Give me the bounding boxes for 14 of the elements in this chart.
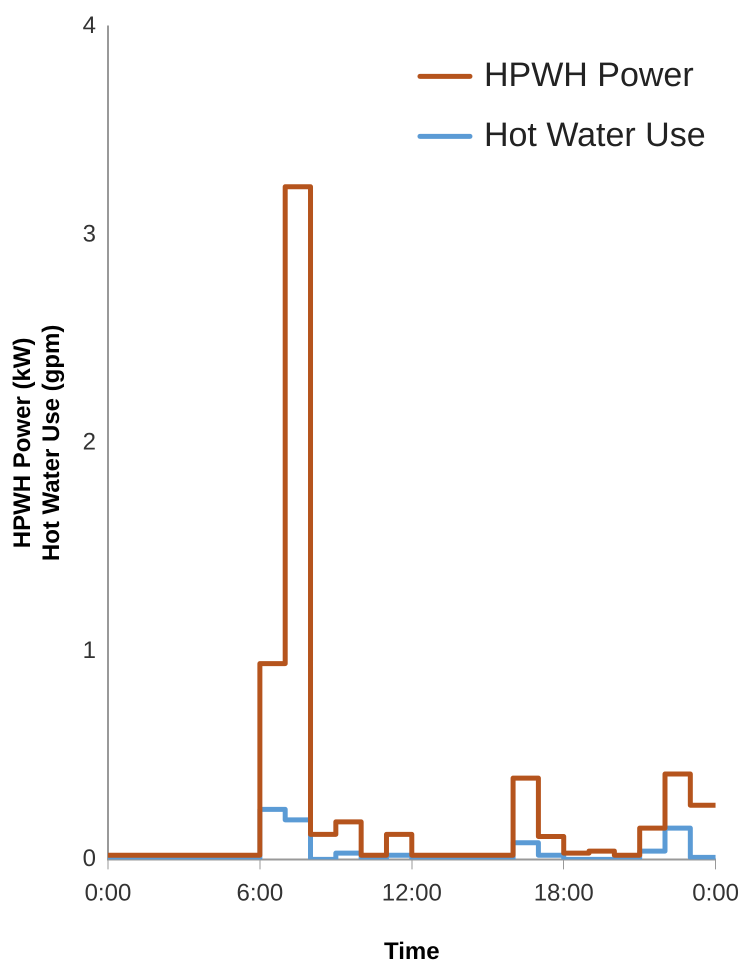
y-tick-label: 1 [82,636,96,664]
x-tick-label: 12:00 [382,879,442,906]
y-tick-label: 0 [82,845,96,872]
y-tick-label: 2 [82,428,96,456]
x-axis-title: Time [384,938,440,966]
legend-label: HPWH Power [484,56,694,94]
legend-label: Hot Water Use [484,116,706,154]
x-tick-label: 6:00 [236,879,284,906]
x-tick-label: 18:00 [534,879,594,906]
y-tick-label: 3 [82,220,96,248]
x-tick-label: 0:00 [84,879,132,906]
x-tick-label: 0:00 [692,879,740,906]
y-axis-title: HPWH Power (kW) Hot Water Use (gpm) [9,324,65,562]
y-tick-label: 4 [82,12,96,40]
